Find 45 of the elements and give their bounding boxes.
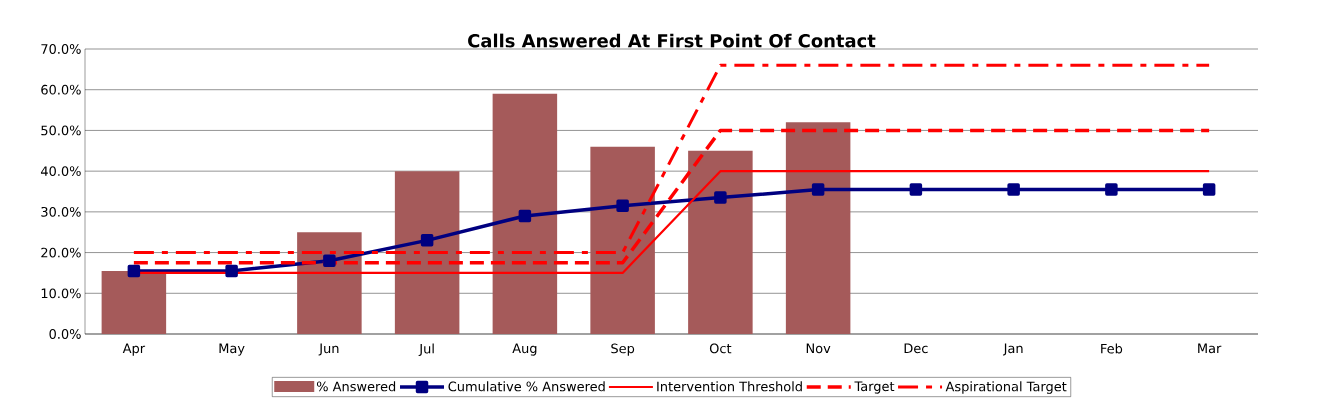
bar [394,171,460,334]
point [1007,183,1020,196]
y-tick-label: 10.0% [41,288,81,299]
point [616,199,629,212]
x-tick-label: Mar [1198,343,1222,354]
point [420,234,434,247]
x-tick-label: Oct [709,343,732,354]
point [909,183,923,196]
x-tick-label: Apr [122,343,146,356]
x-tick-label: Feb [1101,343,1123,354]
x-tick-label: Nov [806,343,831,354]
bar [492,93,558,334]
point [714,191,727,204]
point [518,209,532,223]
legend-label: Aspirational Target [945,381,1067,394]
bar [590,146,655,334]
y-tick-label: 60.0% [41,84,81,95]
point [323,254,336,267]
y-tick-label: 20.0% [41,247,81,258]
point [811,183,825,196]
legend-label: Intervention Threshold [657,381,802,392]
point [1105,183,1118,196]
x-tick-label: Aug [512,343,537,356]
legend-label: % Answered [316,381,396,392]
legend-label: Cumulative % Answered [448,381,605,392]
y-tick-label: 50.0% [41,125,81,136]
point [225,264,238,278]
y-tick-label: 0.0% [49,329,81,339]
bar [101,270,167,334]
x-tick-label: Jul [418,343,434,356]
x-tick-label: Jun [318,343,339,356]
x-tick-label: May [219,343,245,356]
bar [297,232,362,334]
chart-title: Calls Answered At First Point Of Contact [468,33,876,48]
y-tick-label: 70.0% [41,44,81,54]
y-tick-label: 40.0% [40,166,81,177]
x-tick-label: Sep [611,343,635,356]
bar [688,150,753,334]
point [1202,183,1216,196]
x-tick-label: Jan [1002,343,1023,356]
y-tick-label: 30.0% [41,206,81,217]
x-tick-label: Dec [904,343,928,354]
point [127,264,141,278]
legend-label: Target [854,381,895,394]
bar [785,122,851,334]
